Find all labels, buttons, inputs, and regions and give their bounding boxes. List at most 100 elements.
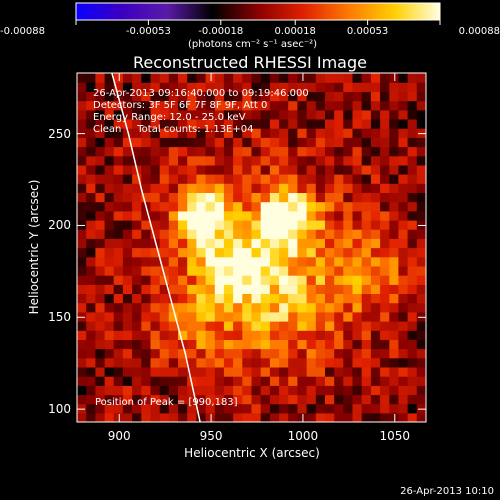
- heatmap-cell: [297, 210, 308, 221]
- heatmap-cell: [352, 403, 363, 414]
- heatmap-cell: [187, 118, 197, 129]
- heatmap-cell: [352, 302, 363, 313]
- heatmap-cell: [325, 192, 335, 203]
- heatmap-cell: [168, 357, 179, 368]
- heatmap-cell: [77, 155, 87, 166]
- heatmap-cell: [361, 311, 372, 322]
- heatmap-cell: [95, 174, 106, 184]
- heatmap-cell: [95, 403, 106, 414]
- heatmap-cell: [122, 394, 133, 405]
- heatmap-cell: [196, 109, 207, 120]
- heatmap-cell: [380, 403, 390, 414]
- heatmap-cell: [251, 265, 262, 276]
- heatmap-cell: [279, 247, 289, 258]
- heatmap-cell: [288, 348, 298, 359]
- heatmap-cell: [306, 412, 317, 422]
- heatmap-cell: [416, 82, 426, 92]
- heatmap-cell: [315, 394, 326, 405]
- heatmap-cell: [279, 403, 289, 414]
- heatmap-cell: [178, 192, 188, 203]
- heatmap-cell: [233, 311, 243, 322]
- heatmap-cell: [223, 265, 234, 276]
- heatmap-cell: [233, 82, 243, 92]
- heatmap-cell: [416, 385, 426, 396]
- heatmap-cell: [325, 219, 335, 230]
- heatmap-cell: [132, 137, 142, 148]
- heatmap-cell: [398, 394, 409, 405]
- heatmap-cell: [223, 330, 234, 340]
- heatmap-cell: [260, 100, 271, 111]
- heatmap-cell: [325, 330, 335, 340]
- heatmap-cell: [132, 201, 142, 212]
- heatmap-cell: [416, 210, 426, 221]
- heatmap-cell: [352, 275, 363, 285]
- heatmap-cell: [178, 210, 188, 221]
- heatmap-cell: [361, 210, 372, 221]
- heatmap-cell: [233, 376, 243, 386]
- heatmap-cell: [233, 174, 243, 184]
- heatmap-cell: [187, 284, 197, 294]
- heatmap-cell: [325, 293, 335, 304]
- heatmap-cell: [416, 302, 426, 313]
- heatmap-cell: [269, 293, 280, 304]
- heatmap-cell: [343, 118, 354, 129]
- heatmap-cell: [187, 293, 197, 304]
- heatmap-cell: [352, 219, 363, 230]
- heatmap-cell: [315, 247, 326, 258]
- heatmap-cell: [315, 192, 326, 203]
- heatmap-cell: [159, 403, 170, 414]
- heatmap-cell: [279, 357, 289, 368]
- heatmap-cell: [86, 91, 96, 102]
- heatmap-cell: [370, 376, 381, 386]
- heatmap-cell: [104, 146, 115, 157]
- heatmap-cell: [407, 210, 418, 221]
- heatmap-cell: [214, 146, 225, 157]
- heatmap-cell: [141, 155, 152, 166]
- heatmap-cell: [306, 137, 317, 148]
- heatmap-cell: [104, 366, 115, 377]
- heatmap-cell: [159, 366, 170, 377]
- heatmap-cell: [187, 376, 197, 386]
- heatmap-cell: [269, 366, 280, 377]
- heatmap-cell: [150, 403, 161, 414]
- heatmap-cell: [95, 339, 106, 350]
- heatmap-cell: [132, 348, 142, 359]
- heatmap-cell: [132, 146, 142, 157]
- heatmap-cell: [150, 146, 161, 157]
- heatmap-cell: [95, 164, 106, 175]
- heatmap-cell: [122, 100, 133, 111]
- heatmap-cell: [178, 118, 188, 129]
- heatmap-cell: [132, 219, 142, 230]
- heatmap-cell: [159, 128, 170, 138]
- heatmap-cell: [370, 275, 381, 285]
- heatmap-cell: [242, 174, 253, 184]
- heatmap-cell: [223, 284, 234, 294]
- heatmap-cell: [325, 311, 335, 322]
- heatmap-cell: [370, 100, 381, 111]
- heatmap-cell: [251, 219, 262, 230]
- heatmap-cell: [352, 155, 363, 166]
- heatmap-cell: [214, 339, 225, 350]
- heatmap-cell: [233, 73, 243, 83]
- heatmap-cell: [113, 201, 124, 212]
- heatmap-cell: [325, 210, 335, 221]
- heatmap-cell: [407, 174, 418, 184]
- heatmap-cell: [86, 275, 96, 285]
- heatmap-cell: [325, 91, 335, 102]
- heatmap-cell: [389, 82, 400, 92]
- heatmap-cell: [389, 412, 400, 422]
- heatmap-cell: [315, 174, 326, 184]
- heatmap-cell: [150, 192, 161, 203]
- heatmap-cell: [251, 128, 262, 138]
- heatmap-cell: [315, 348, 326, 359]
- heatmap-cell: [361, 91, 372, 102]
- x-tick-label: 1050: [379, 429, 411, 443]
- heatmap-cell: [233, 109, 243, 120]
- heatmap-cell: [77, 247, 87, 258]
- heatmap-cell: [269, 403, 280, 414]
- heatmap-cell: [205, 385, 216, 396]
- heatmap-cell: [380, 302, 390, 313]
- heatmap-cell: [297, 192, 308, 203]
- heatmap-cell: [159, 247, 170, 258]
- heatmap-cell: [86, 247, 96, 258]
